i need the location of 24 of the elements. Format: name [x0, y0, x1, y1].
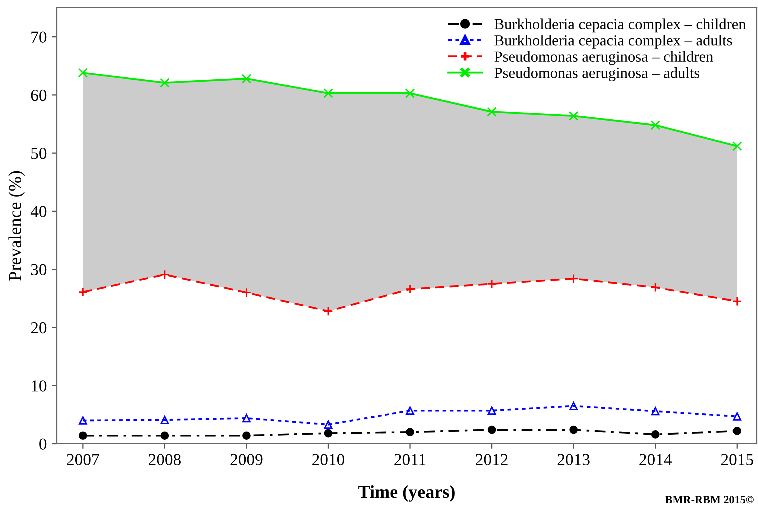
x-axis-title: Time (years) [358, 486, 455, 502]
x-tick-label: 2014 [640, 454, 672, 466]
x-tick-label: 2007 [67, 454, 100, 466]
y-tick-label: 20 [31, 322, 47, 334]
y-tick-label: 0 [40, 438, 47, 450]
legend-label: Pseudomonas aeruginosa – adults [494, 68, 700, 82]
y-tick-label: 30 [31, 264, 47, 276]
x-tick-label: 2008 [149, 454, 181, 466]
x-tick-label: 2009 [230, 454, 263, 466]
y-tick-label: 40 [30, 206, 47, 218]
legend-label: Burkholderia cepacia complex – adults [494, 35, 732, 49]
y-tick-label: 60 [31, 90, 47, 102]
legend-label: Burkholderia cepacia complex – children [494, 18, 746, 33]
y-tick-label: 50 [32, 148, 47, 160]
y-axis-title: Prevalence (%) [8, 171, 26, 281]
x-tick-label: 2012 [476, 454, 508, 466]
y-tick-label: 70 [32, 32, 47, 44]
x-tick-label: 2010 [312, 454, 345, 466]
x-tick-label: 2013 [558, 454, 590, 466]
x-tick-label: 2015 [721, 454, 754, 466]
x-tick-label: 2011 [394, 454, 426, 466]
text: BMR-RBM 2015© [666, 496, 754, 504]
y-tick-label: 10 [32, 380, 47, 392]
legend-label: Pseudomonas aeruginosa – children [494, 51, 714, 66]
